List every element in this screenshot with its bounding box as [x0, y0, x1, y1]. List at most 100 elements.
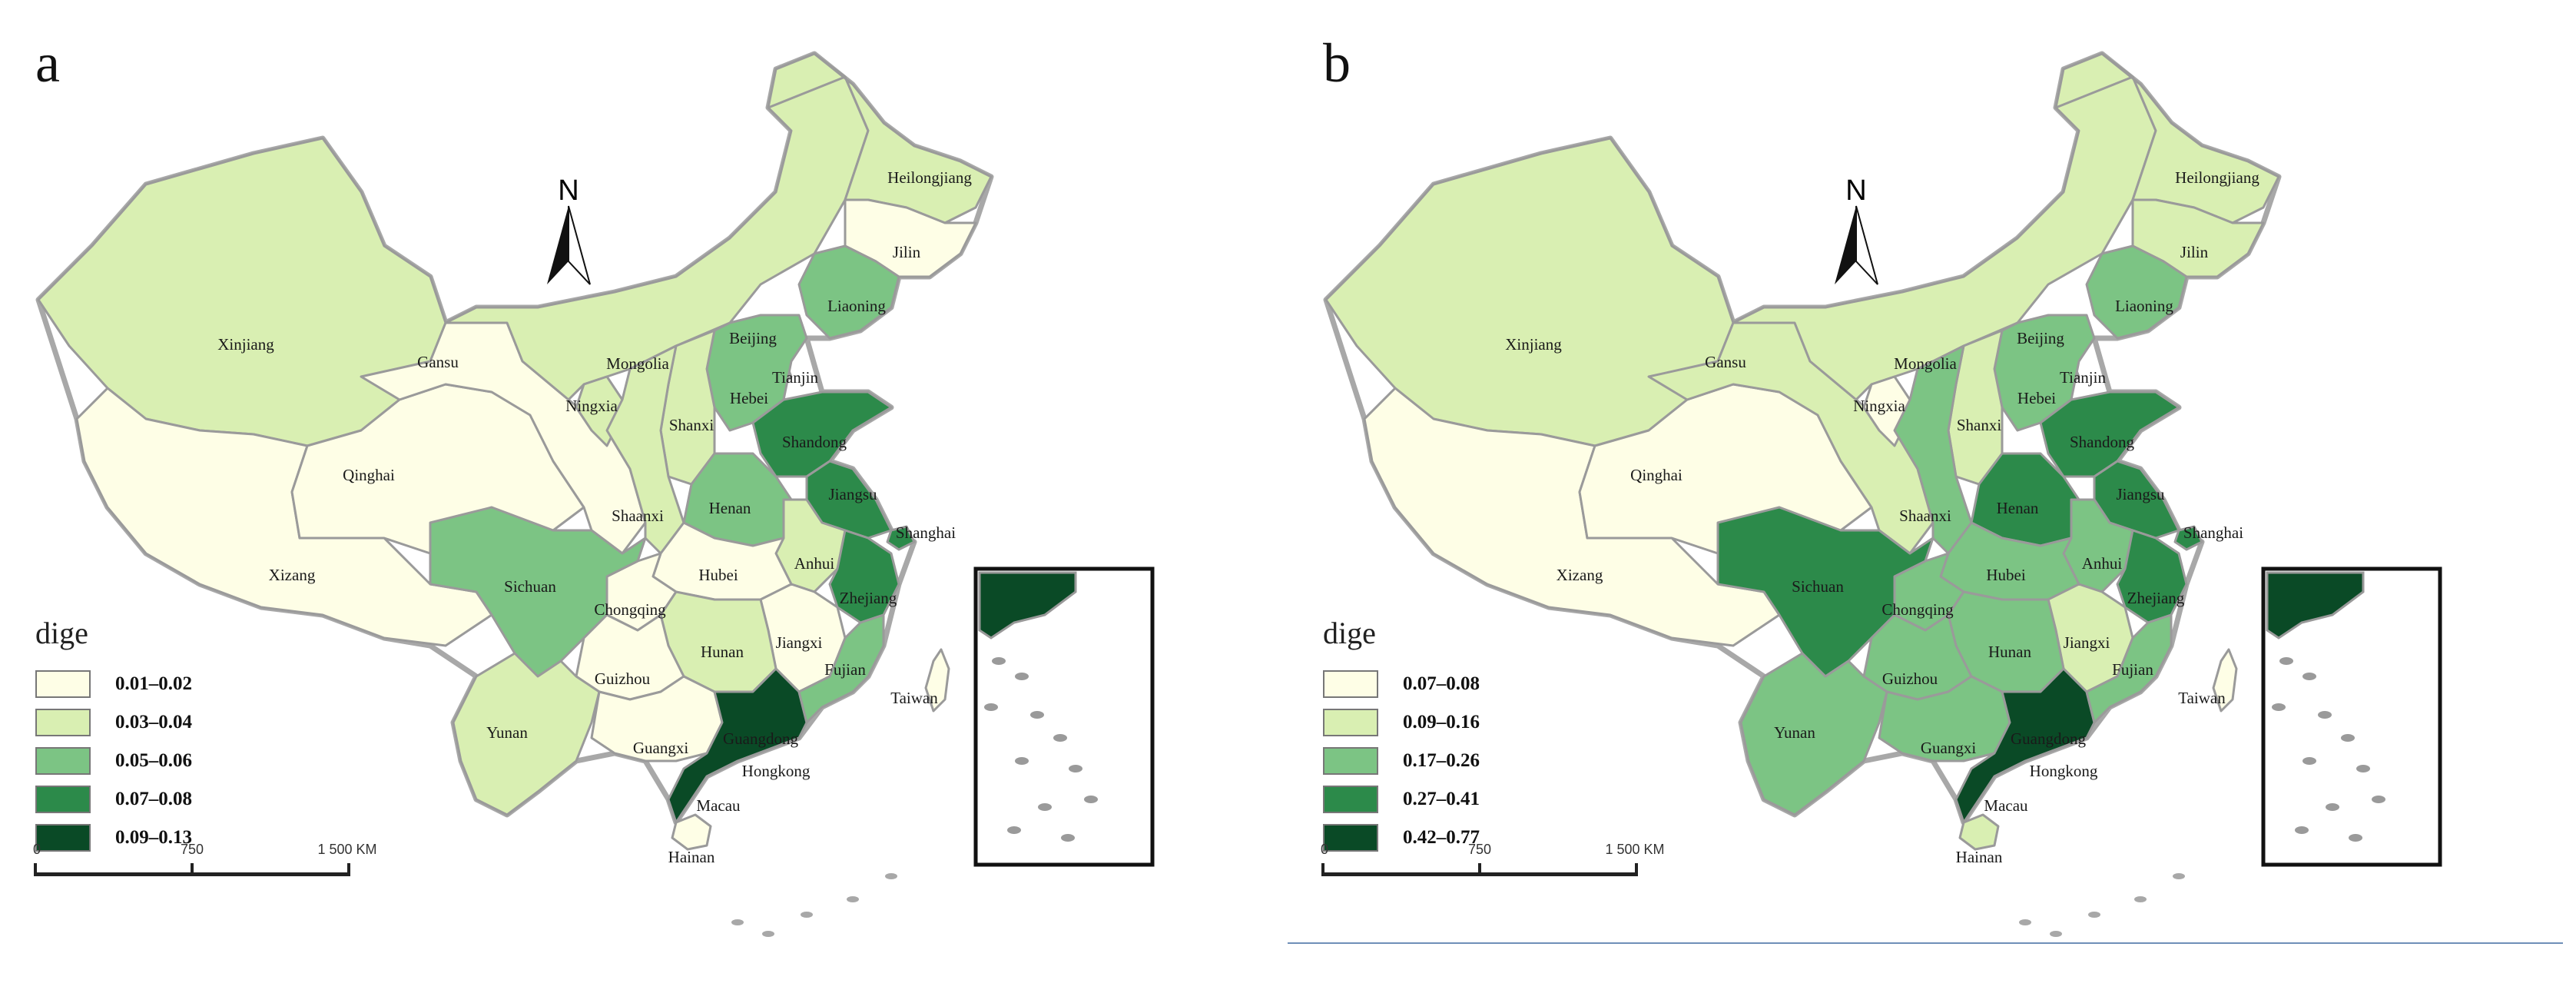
- label-hubei: Hubei: [1986, 566, 2025, 584]
- label-shanghai: Shanghai: [2183, 523, 2243, 542]
- province-hainan: [671, 813, 712, 851]
- legend-swatch: [35, 747, 91, 775]
- label-ningxia: Ningxia: [1853, 397, 1905, 415]
- bottom-rule: [1288, 942, 2563, 944]
- label-xizang: Xizang: [1557, 566, 1603, 584]
- inset-island: [1084, 796, 1098, 803]
- label-heilongjiang: Heilongjiang: [887, 168, 972, 187]
- label-qinghai: Qinghai: [1630, 466, 1683, 484]
- inset-island: [1007, 826, 1021, 834]
- inset-island: [2302, 757, 2316, 765]
- legend-title: dige: [35, 616, 88, 650]
- inset-island: [2372, 796, 2385, 803]
- label-gansu: Gansu: [1705, 353, 1746, 371]
- label-sichuan: Sichuan: [504, 577, 556, 596]
- legend-swatch: [35, 709, 91, 736]
- label-guangdong: Guangdong: [723, 729, 798, 748]
- legend-label: 0.42–0.77: [1403, 827, 1480, 848]
- legend-label: 0.07–0.08: [1403, 673, 1480, 694]
- label-shaanxi: Shaanxi: [612, 507, 664, 525]
- label-hainan: Hainan: [668, 848, 715, 866]
- label-yunan: Yunan: [1774, 723, 1815, 742]
- label-heilongjiang: Heilongjiang: [2175, 168, 2259, 187]
- inset-island: [984, 703, 998, 711]
- label-tianjin: Tianjin: [772, 368, 818, 387]
- legend-swatch: [35, 670, 91, 698]
- label-gansu: Gansu: [417, 353, 459, 371]
- province-liaoning: [797, 244, 900, 340]
- label-shanghai: Shanghai: [896, 523, 956, 542]
- label-guangdong: Guangdong: [2011, 729, 2086, 748]
- island: [2019, 919, 2031, 925]
- legend-item: 0.09–0.16: [1323, 703, 1553, 742]
- province-guangdong: [1954, 667, 2096, 824]
- province-guangdong: [667, 667, 808, 824]
- label-fujian: Fujian: [2112, 660, 2153, 679]
- legend-swatch: [1323, 786, 1378, 813]
- label-taiwan: Taiwan: [890, 689, 938, 707]
- label-taiwan: Taiwan: [2178, 689, 2226, 707]
- label-guangxi: Guangxi: [1921, 739, 1976, 757]
- province-fujian: [797, 613, 885, 724]
- legend-item: 0.05–0.06: [35, 742, 266, 780]
- label-macau: Macau: [696, 796, 741, 815]
- label-hebei: Hebei: [2017, 389, 2056, 407]
- legend-swatch: [1323, 747, 1378, 775]
- scale-label-1500: 1 500 KM: [317, 842, 377, 857]
- north-arrow-right: [1855, 205, 1878, 285]
- province-shandong: [2039, 390, 2180, 478]
- north-arrow-icon: N: [1835, 174, 1878, 285]
- scale-label-750: 750: [180, 842, 204, 857]
- island: [731, 919, 744, 925]
- legend: dige 0.01–0.02 0.03–0.04 0.05–0.06 0.07–…: [35, 615, 266, 857]
- north-arrow-left: [547, 206, 569, 284]
- label-qinghai: Qinghai: [343, 466, 395, 484]
- legend-swatch: [1323, 824, 1378, 852]
- label-shandong: Shandong: [782, 433, 847, 451]
- province-fujian: [2085, 613, 2173, 724]
- label-jiangxi: Jiangxi: [776, 633, 823, 652]
- scale-bar: 0 750 1 500 KM: [1320, 842, 1665, 888]
- label-mongolia: Mongolia: [606, 354, 669, 373]
- north-arrow-right: [568, 205, 591, 285]
- legend-item: 0.01–0.02: [35, 665, 266, 703]
- label-shanxi: Shanxi: [669, 416, 714, 434]
- inset-island: [2356, 765, 2370, 772]
- scale-notch: [1321, 863, 1324, 876]
- label-beijing: Beijing: [729, 329, 777, 347]
- legend-label: 0.07–0.08: [115, 789, 192, 809]
- province-shandong: [751, 390, 893, 478]
- china-map-a: Xinjiang Xizang Qinghai Gansu Mongolia Heilon…: [35, 51, 1155, 937]
- label-hebei: Hebei: [730, 389, 768, 407]
- island: [847, 896, 859, 902]
- label-zhejiang: Zhejiang: [840, 589, 897, 607]
- legend-label: 0.27–0.41: [1403, 789, 1480, 809]
- inset-island: [1061, 834, 1075, 842]
- inset-island: [2349, 834, 2362, 842]
- scale-notch: [1478, 863, 1481, 876]
- scale-notch: [191, 863, 194, 876]
- island: [885, 873, 897, 879]
- label-chongqing: Chongqing: [594, 600, 666, 619]
- south-china-sea-inset: [973, 566, 1155, 867]
- label-fujian: Fujian: [824, 660, 866, 679]
- label-henan: Henan: [709, 499, 751, 517]
- legend-item: 0.07–0.08: [1323, 665, 1553, 703]
- inset-island: [1053, 734, 1067, 742]
- label-shanxi: Shanxi: [1957, 416, 2002, 434]
- scale-label-0: 0: [1320, 842, 1329, 857]
- label-hongkong: Hongkong: [2030, 762, 2098, 780]
- legend-swatch: [1323, 670, 1378, 698]
- province-layer: [1324, 52, 2280, 851]
- label-liaoning: Liaoning: [827, 297, 886, 315]
- island: [801, 912, 813, 918]
- province-labels: Xinjiang Xizang Qinghai Gansu Mongolia Heilon…: [1505, 168, 2259, 866]
- label-xinjiang: Xinjiang: [1505, 335, 1562, 354]
- label-henan: Henan: [1997, 499, 2039, 517]
- label-guangxi: Guangxi: [633, 739, 688, 757]
- label-liaoning: Liaoning: [2115, 297, 2173, 315]
- legend-label: 0.05–0.06: [115, 750, 192, 771]
- inset-island: [1015, 757, 1029, 765]
- legend-label: 0.03–0.04: [115, 712, 192, 733]
- label-zhejiang: Zhejiang: [2127, 589, 2185, 607]
